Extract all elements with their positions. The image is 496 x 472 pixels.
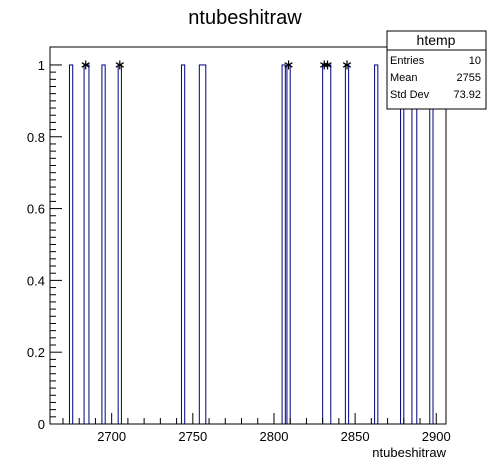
histogram-bin-12 [411, 64, 418, 425]
histogram-bin-1 [83, 64, 90, 425]
stats-box: htemp Entries 10 Mean 2755 Std Dev 73.92 [386, 30, 487, 110]
x-axis-label: ntubeshitraw [372, 445, 446, 460]
y-axis: 0 0.2 0.4 0.6 0.8 1 [27, 58, 62, 432]
y-tick-label-1: 0.2 [27, 345, 45, 360]
histogram-bin-13 [429, 64, 434, 425]
data-marker-4 [323, 60, 332, 70]
stats-label-0: Entries [390, 55, 425, 67]
stats-value-1: 2755 [457, 72, 481, 84]
data-marker-1 [115, 60, 124, 70]
stats-value-2: 73.92 [453, 89, 481, 101]
stats-box-frame [386, 30, 487, 110]
histogram-bin-4 [180, 64, 186, 425]
stats-value-0: 10 [469, 55, 481, 67]
x-tick-label-3: 2850 [341, 429, 370, 444]
y-tick-label-5: 1 [38, 58, 45, 73]
plot-frame [49, 46, 447, 425]
x-tick-label-1: 2750 [178, 429, 207, 444]
stats-label-2: Std Dev [390, 89, 430, 101]
data-marker-2 [284, 60, 293, 70]
histogram-bin-0 [68, 64, 74, 425]
y-tick-label-3: 0.6 [27, 202, 45, 217]
y-tick-label-4: 0.8 [27, 130, 45, 145]
x-tick-label-2: 2800 [260, 429, 289, 444]
x-tick-label-0: 2700 [97, 429, 126, 444]
y-tick-label-2: 0.4 [27, 273, 45, 288]
data-marker-3 [320, 60, 329, 70]
x-tick-label-4: 2900 [422, 429, 451, 444]
histogram-bin-10 [374, 64, 379, 425]
histogram-bin-2 [101, 64, 106, 425]
histogram-bin-7 [286, 64, 291, 425]
stats-label-1: Mean [390, 72, 418, 84]
stats-box-title: htemp [417, 32, 456, 48]
histogram-bin-6 [281, 64, 286, 425]
histogram-bin-3 [117, 64, 122, 425]
data-markers [81, 60, 418, 70]
data-marker-0 [81, 60, 90, 70]
histogram-bin-5 [198, 64, 207, 425]
data-marker-5 [342, 60, 352, 70]
histogram-bin-8 [322, 64, 332, 425]
histogram-bin-9 [344, 64, 350, 425]
histogram-bin-11 [400, 64, 405, 425]
x-axis: 2700 2750 2800 2850 2900 [62, 413, 451, 444]
y-tick-label-0: 0 [38, 417, 45, 432]
histogram-bars [68, 64, 434, 425]
chart-title: ntubeshitraw [188, 7, 302, 29]
